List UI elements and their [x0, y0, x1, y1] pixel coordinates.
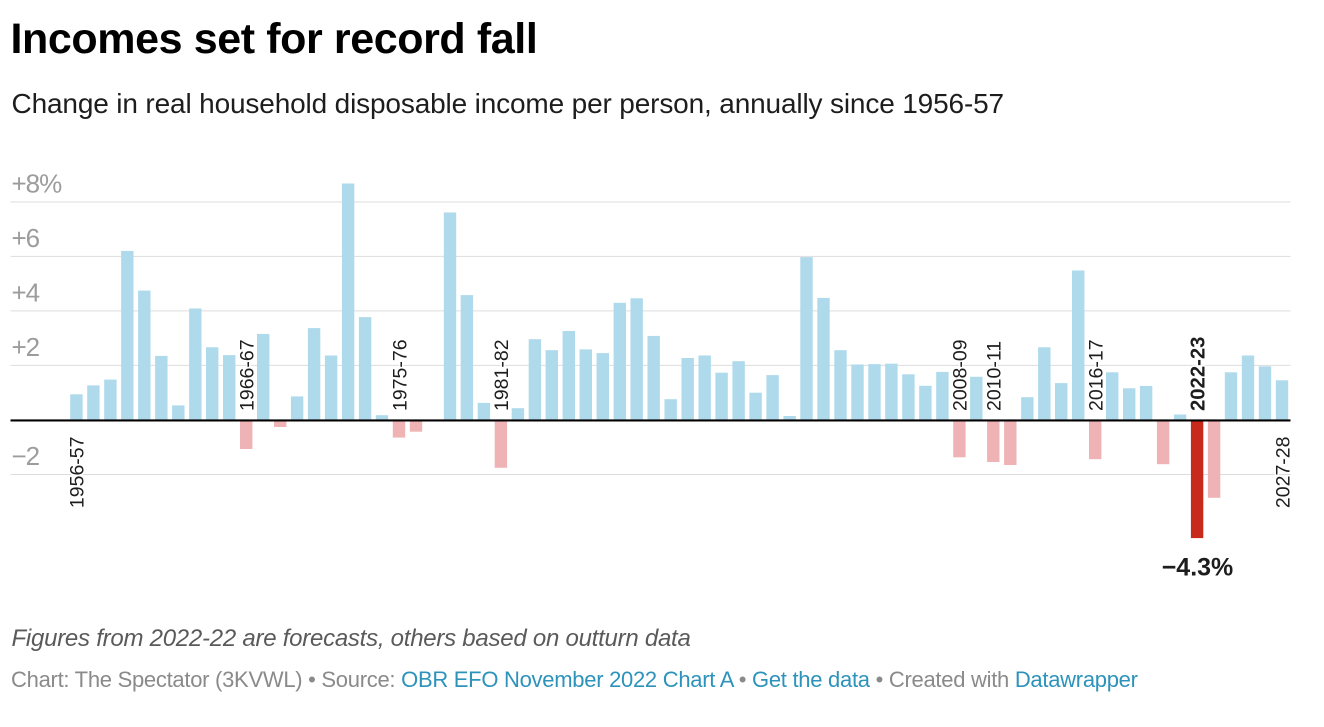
- svg-text:+6: +6: [12, 223, 40, 253]
- svg-text:+2: +2: [12, 332, 40, 362]
- svg-text:1966-67: 1966-67: [237, 339, 259, 411]
- svg-text:2010-11: 2010-11: [984, 341, 1006, 411]
- svg-text:−2: −2: [12, 441, 40, 471]
- svg-text:+4: +4: [12, 277, 40, 307]
- svg-text:2022-23: 2022-23: [1187, 337, 1209, 411]
- svg-text:2016-17: 2016-17: [1086, 339, 1108, 411]
- svg-text:−4.3%: −4.3%: [1162, 553, 1234, 581]
- svg-text:+8%: +8%: [12, 169, 63, 199]
- svg-text:2008-09: 2008-09: [950, 339, 972, 411]
- svg-text:1956-57: 1956-57: [67, 437, 89, 509]
- svg-text:1981-82: 1981-82: [491, 339, 513, 411]
- svg-text:2027-28: 2027-28: [1272, 437, 1294, 509]
- svg-text:1975-76: 1975-76: [389, 339, 411, 411]
